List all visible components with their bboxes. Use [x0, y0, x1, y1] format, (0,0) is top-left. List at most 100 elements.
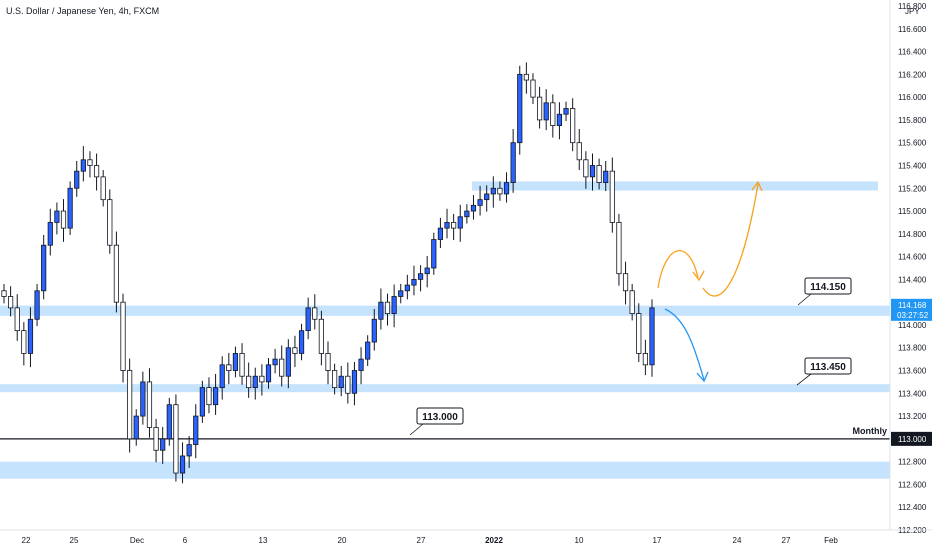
y-tick-label: 115.200 — [898, 184, 927, 193]
candle-body — [503, 182, 510, 195]
candle-body — [27, 318, 34, 354]
x-tick-label: 2022 — [485, 536, 503, 545]
y-tick-label: 114.000 — [898, 321, 927, 330]
candle-body — [212, 387, 219, 406]
zone-rect — [472, 181, 878, 191]
arrows-layer — [657, 180, 763, 383]
orange-arrow-long — [702, 183, 759, 297]
y-tick-label: 113.800 — [898, 344, 927, 353]
candle-body — [484, 193, 490, 201]
candle-body — [93, 165, 100, 178]
candle-body — [404, 284, 410, 292]
y-tick-label: 112.800 — [898, 458, 927, 467]
x-tick-label: Dec — [130, 536, 144, 545]
candle-body — [60, 210, 67, 229]
x-tick-label: Feb — [824, 536, 838, 545]
candle-body — [603, 170, 609, 183]
candle-body — [298, 330, 305, 354]
zone-rect — [0, 384, 890, 393]
candle-body — [642, 353, 648, 366]
zone-rect — [0, 305, 890, 316]
candle-body — [384, 301, 391, 314]
candle-body — [107, 199, 113, 246]
candle-body — [596, 165, 602, 183]
candle-body — [378, 301, 384, 320]
candle-body — [411, 278, 417, 286]
candle-body — [305, 307, 311, 332]
callout-label: 113.000 — [422, 412, 458, 423]
candle-body — [199, 387, 205, 417]
candle-body — [338, 375, 344, 389]
candle-body — [437, 227, 444, 240]
candle-body — [517, 73, 523, 144]
candle-body — [424, 267, 430, 275]
y-tick-label: 115.800 — [898, 116, 927, 125]
callout-box — [416, 407, 464, 425]
y-tick-label: 113.600 — [898, 367, 927, 376]
candle-body — [133, 415, 139, 440]
y-tick-label: 114.400 — [898, 275, 927, 284]
candle-body — [146, 381, 153, 428]
candle-body — [622, 273, 629, 292]
candle-body — [345, 375, 351, 394]
candle-body — [629, 290, 635, 314]
candles-layer — [1, 62, 655, 484]
candle-body — [523, 73, 529, 81]
candle-body — [193, 415, 199, 445]
candle-body — [252, 375, 258, 389]
candle-body — [100, 176, 106, 201]
candle-body — [510, 142, 516, 183]
y-tick-label: 115.400 — [898, 161, 927, 170]
y-tick-label: 113.200 — [898, 412, 927, 421]
orange-arrowhead-1 — [692, 270, 705, 282]
candle-body — [563, 108, 569, 115]
candle-body — [332, 370, 338, 389]
candle-body — [530, 79, 536, 98]
candle-body — [67, 187, 73, 229]
candle-body — [636, 313, 642, 354]
blue-arrowhead — [696, 371, 709, 383]
currency-label: JPY — [905, 7, 920, 16]
price-badge-countdown: 03:27:52 — [897, 311, 929, 320]
monthly-label: Monthly — [853, 426, 888, 436]
candle-body — [113, 244, 120, 303]
y-tick-label: 115.000 — [898, 207, 927, 216]
candle-body — [206, 387, 212, 406]
candle-body — [219, 364, 225, 389]
candle-body — [120, 301, 126, 371]
candle-body — [14, 307, 20, 332]
candle-body — [47, 222, 53, 246]
candle-body — [536, 96, 543, 121]
x-tick-label: 17 — [653, 536, 662, 545]
candle-body — [87, 159, 93, 166]
x-axis: 22 25 Dec 6 13 20 27 2022 10 17 24 27 Feb — [0, 529, 932, 545]
candle-body — [550, 102, 556, 127]
callout-leader — [796, 373, 812, 386]
candle-body — [477, 199, 483, 206]
x-tick-label: 27 — [417, 536, 426, 545]
candle-body — [80, 159, 86, 172]
y-tick-label: 116.800 — [898, 2, 927, 11]
candle-body — [279, 358, 285, 377]
candle-body — [41, 244, 47, 292]
candle-body — [543, 102, 549, 121]
candle-body — [325, 353, 331, 371]
candle-body — [556, 113, 563, 127]
candle-body — [391, 296, 397, 314]
candle-body — [140, 381, 146, 417]
x-tick-label: 20 — [338, 536, 347, 545]
candle-body — [371, 318, 377, 343]
candle-body — [398, 290, 404, 297]
candle-body — [417, 273, 424, 280]
callout-leader — [797, 293, 812, 306]
y-tick-label: 116.000 — [898, 93, 927, 102]
candle-body — [8, 296, 14, 309]
y-tick-label: 115.600 — [898, 139, 927, 148]
blue-arrow-down — [664, 308, 705, 381]
candle-body — [318, 318, 324, 354]
candle-body — [470, 204, 477, 212]
line-badge-value: 113.000 — [898, 435, 927, 444]
candle-body — [265, 364, 272, 383]
price-badge — [891, 298, 932, 321]
